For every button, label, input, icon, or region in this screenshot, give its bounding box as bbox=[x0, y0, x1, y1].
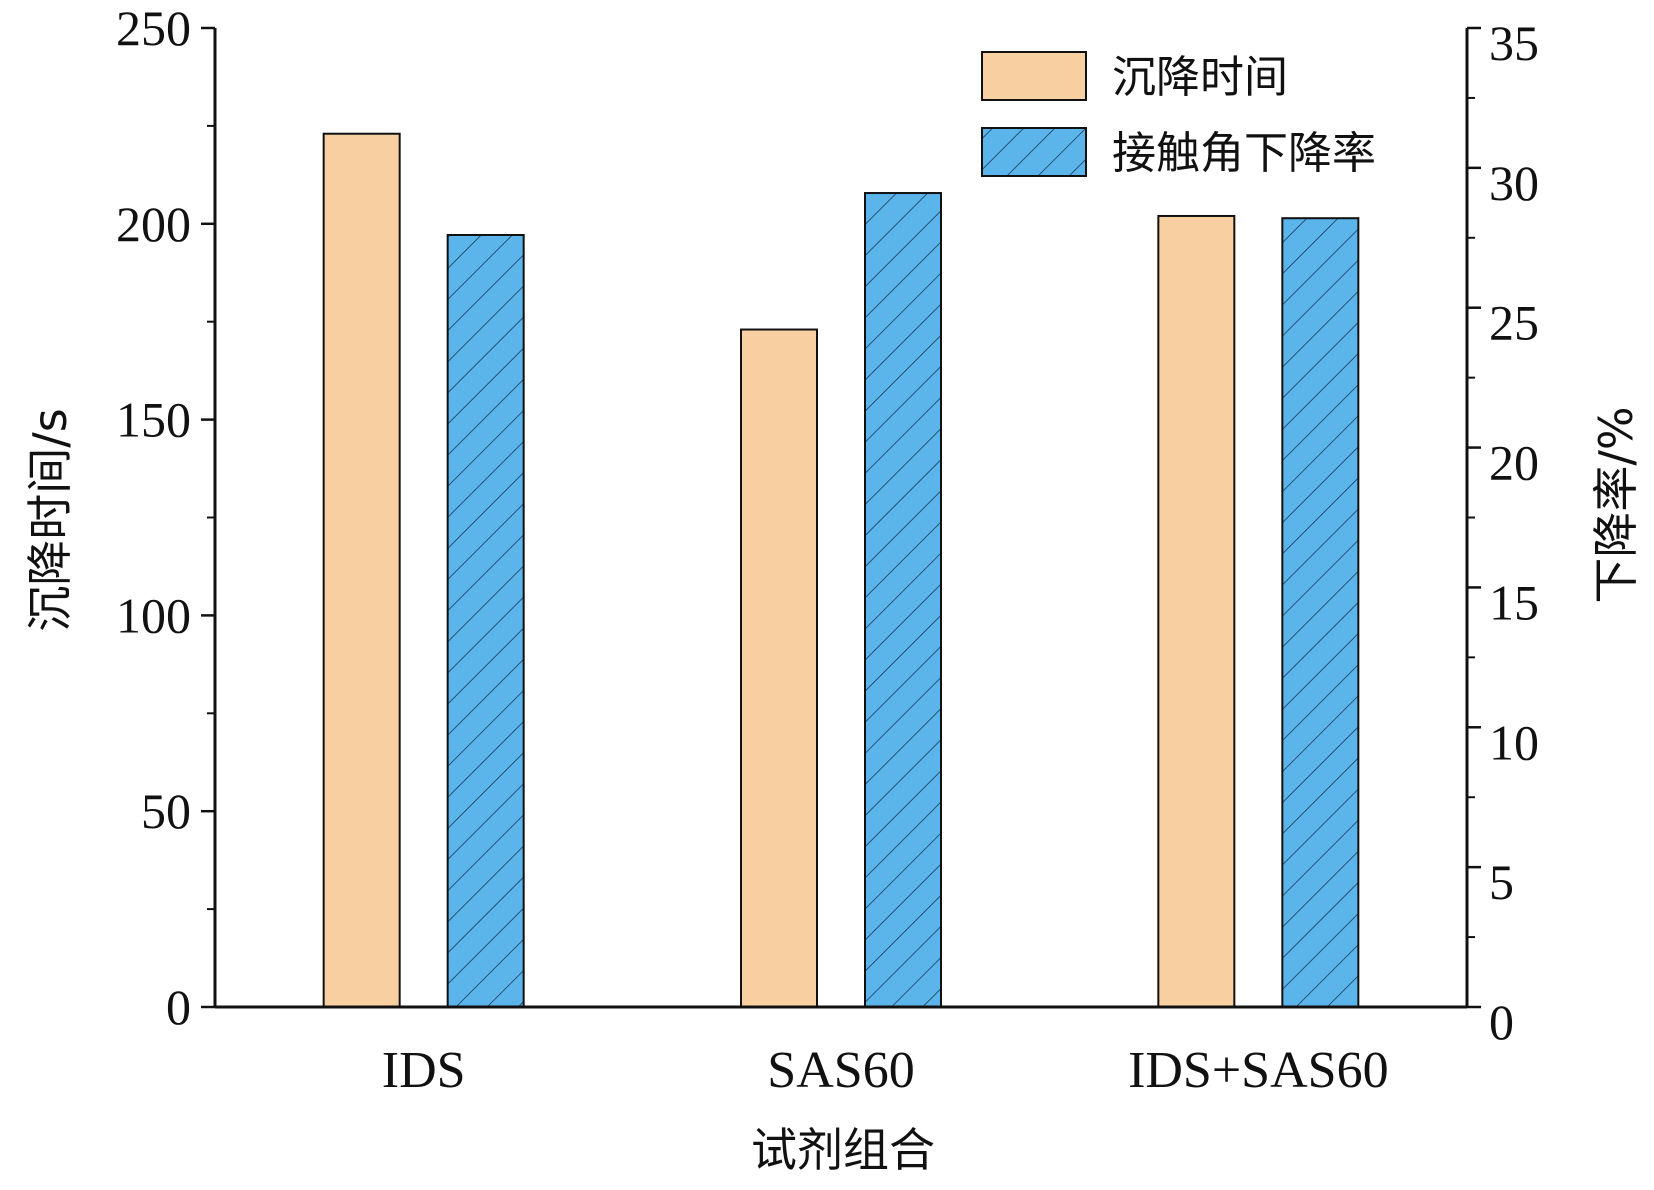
x-tick-label-1: SAS60 bbox=[767, 1042, 914, 1099]
legend-swatch-0 bbox=[981, 51, 1087, 101]
x-tick-label-0: IDS bbox=[382, 1042, 466, 1099]
legend-label-0: 沉降时间 bbox=[1112, 52, 1288, 103]
y-left-tick-label-4: 200 bbox=[116, 196, 191, 252]
y-right-tick-label-2: 10 bbox=[1489, 714, 1539, 770]
y-right-tick-label-6: 30 bbox=[1489, 155, 1539, 211]
y-right-tick-label-4: 20 bbox=[1489, 435, 1539, 491]
y-left-tick-label-3: 150 bbox=[116, 392, 191, 448]
y-left-tick-label-2: 100 bbox=[116, 587, 191, 643]
legend-swatch-1 bbox=[981, 127, 1087, 177]
y-right-tick-label-0: 0 bbox=[1489, 994, 1514, 1050]
bar-settling-time-1 bbox=[740, 328, 818, 1009]
y-axis-right-title: 下降率/% bbox=[1589, 406, 1643, 603]
y-left-tick-label-5: 250 bbox=[116, 0, 191, 56]
y-left-tick-label-0: 0 bbox=[166, 979, 191, 1035]
bar-contact-angle-1 bbox=[864, 192, 942, 1008]
bar-settling-time-0 bbox=[322, 132, 401, 1008]
y-right-tick-label-5: 25 bbox=[1489, 295, 1539, 351]
legend-label-1: 接触角下降率 bbox=[1112, 128, 1376, 179]
x-tick-label-2: IDS+SAS60 bbox=[1128, 1042, 1389, 1099]
y-right-tick-label-3: 15 bbox=[1489, 574, 1539, 630]
bars-group bbox=[322, 132, 1360, 1009]
x-axis-title: 试剂组合 bbox=[751, 1123, 935, 1177]
y-right-tick-label-1: 5 bbox=[1489, 854, 1514, 910]
y-left-tick-label-1: 50 bbox=[141, 783, 191, 839]
y-right-tick-label-7: 35 bbox=[1489, 15, 1539, 71]
y-axis-left-title: 沉降时间/s bbox=[23, 408, 77, 631]
bar-settling-time-2 bbox=[1157, 214, 1236, 1008]
axes-group: IDS SAS60 IDS+SAS60 0 50 100 150 200 250 0 5 10 15 20… bbox=[116, 0, 1539, 1099]
bar-contact-angle-2 bbox=[1281, 217, 1360, 1009]
bar-contact-angle-0 bbox=[446, 233, 525, 1008]
